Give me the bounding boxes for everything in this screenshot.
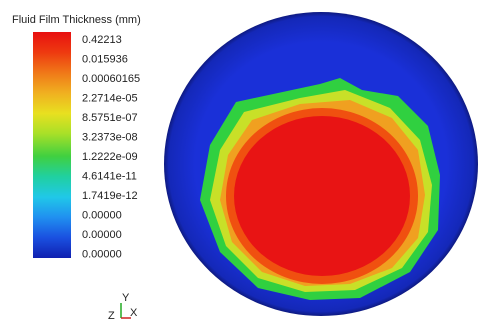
legend-label: 0.42213 (82, 34, 122, 46)
legend-label: 0.00000 (82, 229, 122, 241)
legend-labels: 0.42213 0.015936 0.00060165 2.2714e-05 8… (82, 34, 140, 261)
legend-label: 1.7419e-12 (82, 190, 138, 202)
legend-label: 0.00000 (82, 209, 122, 221)
legend-label: 2.2714e-05 (82, 92, 138, 104)
color-bar (33, 32, 71, 258)
legend-label: 1.2222e-09 (82, 151, 138, 163)
sphere-render (164, 12, 478, 316)
triad-y: Y (122, 292, 130, 304)
legend-title: Fluid Film Thickness (mm) (12, 14, 141, 26)
scene: Fluid Film Thickness (mm) 0.42213 0.0159… (0, 0, 479, 330)
legend-label: 0.00000 (82, 248, 122, 260)
triad-z: Z (108, 310, 115, 322)
triad-x: X (130, 307, 138, 319)
legend-label: 4.6141e-11 (82, 170, 137, 182)
contour-red (234, 116, 410, 276)
legend-label: 8.5751e-07 (82, 112, 138, 124)
legend-label: 0.015936 (82, 53, 128, 65)
legend-label: 3.2373e-08 (82, 131, 138, 143)
axes-triad: Y Z X (108, 292, 138, 322)
legend-label: 0.00060165 (82, 73, 140, 85)
